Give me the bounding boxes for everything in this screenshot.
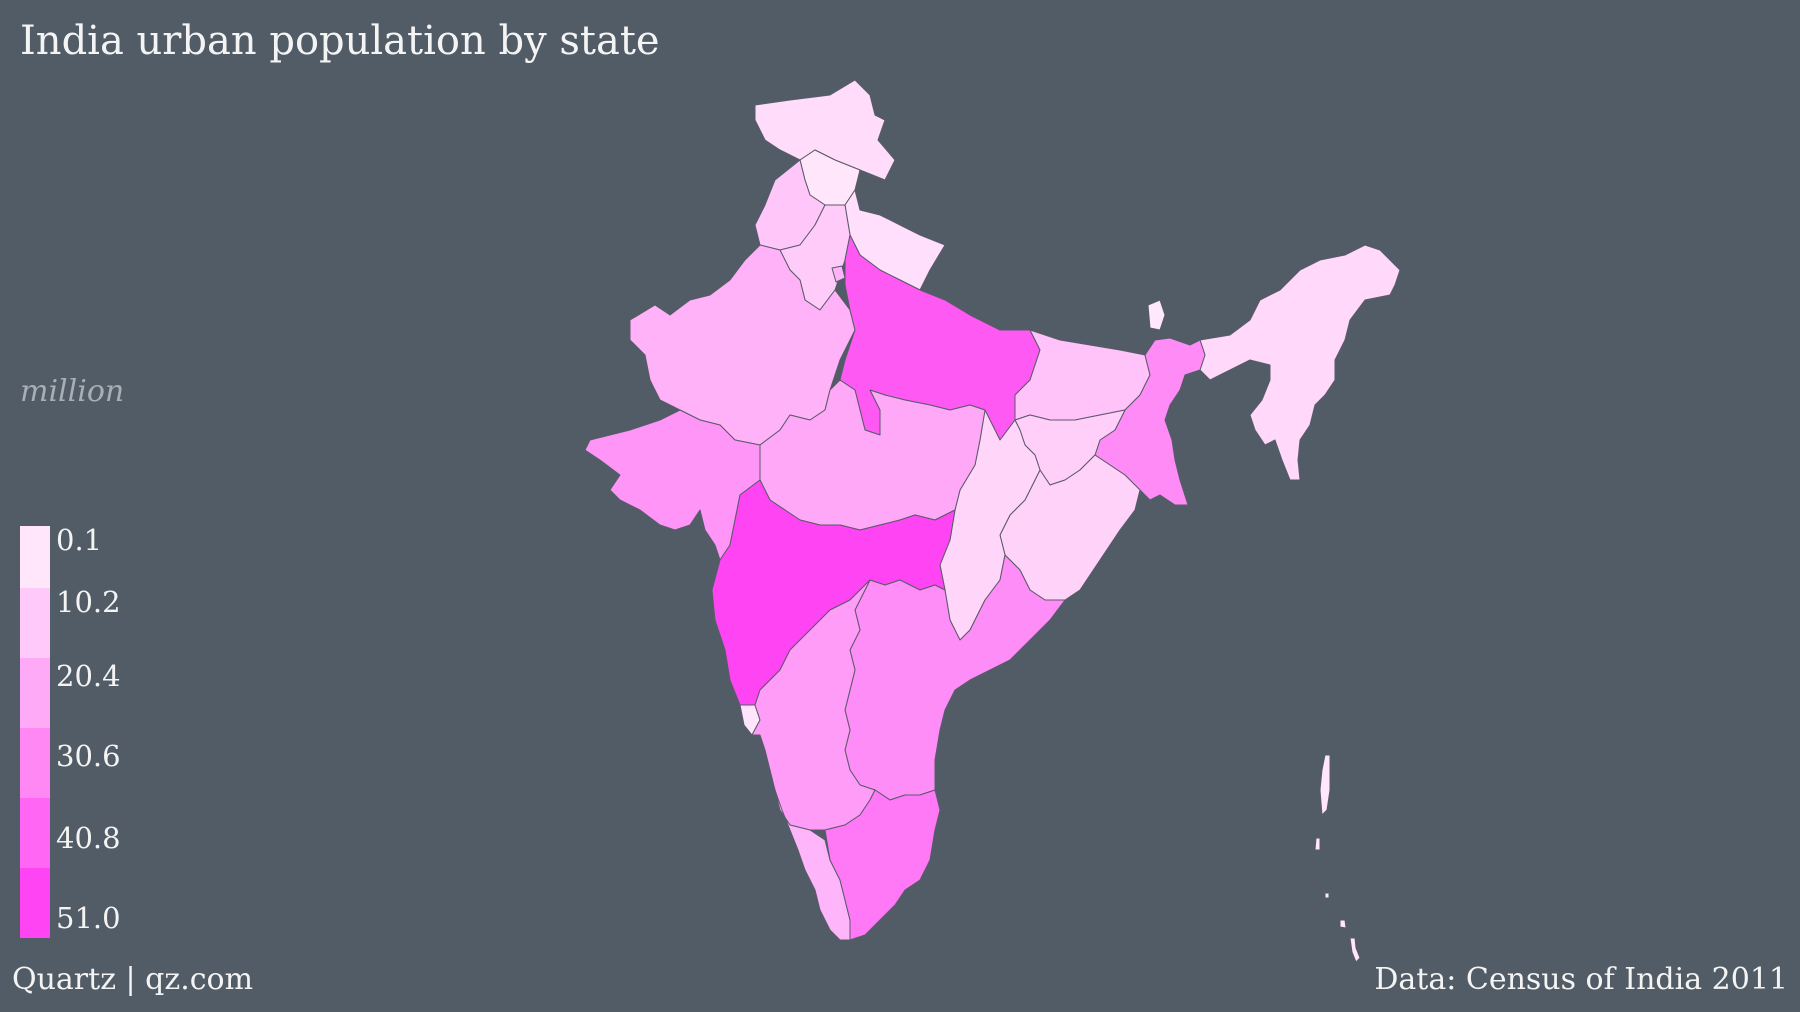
legend-label: 40.8 [56,821,121,855]
legend-label: 30.6 [56,739,121,773]
legend-swatch [20,728,50,798]
source-text: Data: Census of India 2011 [1374,962,1788,997]
map-title: India urban population by state [20,18,660,64]
legend-swatch [20,526,50,588]
legend-label: 51.0 [56,901,121,935]
region-andaman-nicobar[interactable] [1314,754,1361,963]
legend-label: 20.4 [56,659,121,693]
legend-unit: million [20,374,125,409]
region-tamil-nadu[interactable] [824,789,941,941]
region-karnataka[interactable] [751,579,876,831]
legend-label: 0.1 [56,523,103,557]
region-jammu-and-kashmir[interactable] [754,79,896,181]
credit-text: Quartz | qz.com [12,962,254,997]
legend-swatch [20,868,50,938]
region-sikkim[interactable] [1147,299,1166,331]
legend-swatch [20,658,50,728]
color-legend: 0.1 10.2 20.4 30.6 40.8 51.0 [20,526,121,938]
region-north-east[interactable] [1199,244,1401,481]
legend-swatch [20,798,50,868]
legend-swatch [20,588,50,658]
legend-label: 10.2 [56,585,121,619]
region-gujarat[interactable] [584,409,761,561]
